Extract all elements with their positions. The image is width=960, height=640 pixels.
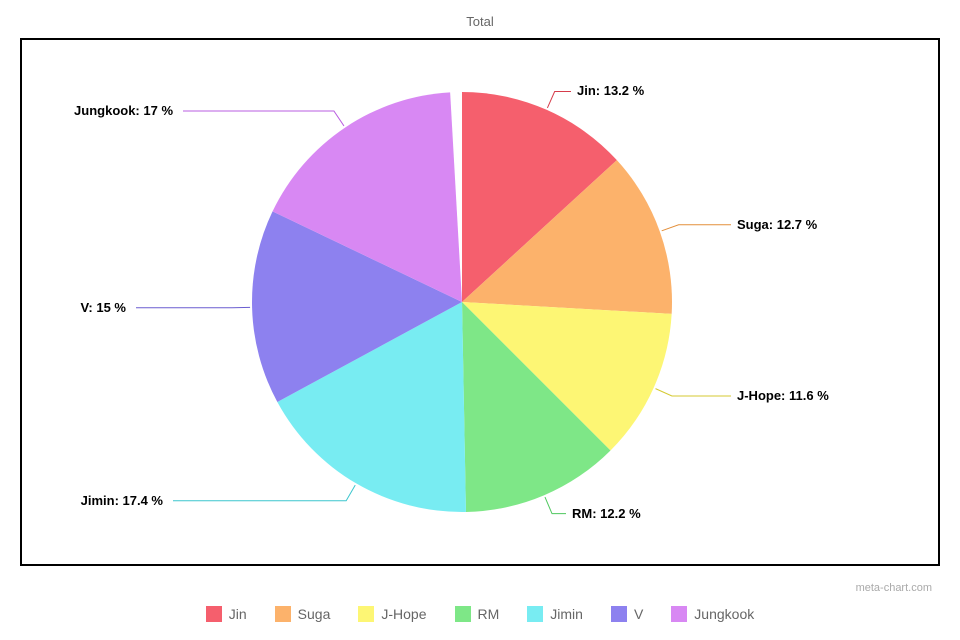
legend-swatch <box>671 606 687 622</box>
leader-line <box>662 225 731 231</box>
legend-label: Suga <box>298 606 331 622</box>
legend-swatch <box>611 606 627 622</box>
legend-item-jungkook: Jungkook <box>671 606 754 622</box>
legend-label: V <box>634 606 643 622</box>
leader-line <box>547 91 571 107</box>
legend-swatch <box>358 606 374 622</box>
slice-label-j-hope: J-Hope: 11.6 % <box>737 388 829 403</box>
legend-label: Jin <box>229 606 247 622</box>
legend-label: Jimin <box>550 606 583 622</box>
legend-label: RM <box>478 606 500 622</box>
slice-label-jin: Jin: 13.2 % <box>577 83 644 98</box>
leader-line <box>183 111 344 126</box>
legend-label: Jungkook <box>694 606 754 622</box>
slice-label-suga: Suga: 12.7 % <box>737 217 817 232</box>
leader-line <box>173 485 355 501</box>
watermark: meta-chart.com <box>856 582 932 594</box>
legend-swatch <box>455 606 471 622</box>
legend: Jin Suga J-Hope RM Jimin V Jungkook <box>0 606 960 622</box>
legend-swatch <box>527 606 543 622</box>
legend-item-jimin: Jimin <box>527 606 583 622</box>
chart-title: Total <box>466 14 493 29</box>
legend-item-suga: Suga <box>275 606 331 622</box>
chart-frame: Jin: 13.2 % Suga: 12.7 % J-Hope: 11.6 % RM:… <box>20 38 940 566</box>
legend-swatch <box>275 606 291 622</box>
legend-swatch <box>206 606 222 622</box>
legend-item-v: V <box>611 606 643 622</box>
legend-item-rm: RM <box>455 606 500 622</box>
slice-label-rm: RM: 12.2 % <box>572 506 641 521</box>
legend-label: J-Hope <box>381 606 426 622</box>
legend-item-j-hope: J-Hope <box>358 606 426 622</box>
legend-item-jin: Jin <box>206 606 247 622</box>
slice-label-jungkook: Jungkook: 17 % <box>74 103 173 118</box>
leader-line <box>545 497 566 514</box>
slice-label-jimin: Jimin: 17.4 % <box>81 493 163 508</box>
pie-chart <box>22 40 942 568</box>
leader-line <box>655 389 731 396</box>
slice-label-v: V: 15 % <box>80 300 126 315</box>
